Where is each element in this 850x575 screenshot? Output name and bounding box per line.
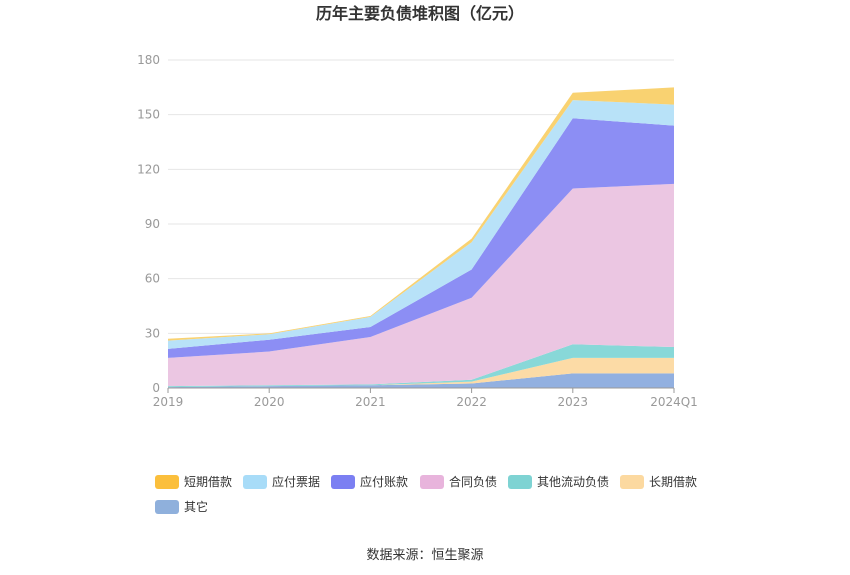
legend-swatch [243, 475, 267, 489]
x-tick-label: 2021 [355, 395, 386, 409]
legend-swatch [620, 475, 644, 489]
y-tick-label: 30 [145, 326, 160, 340]
y-tick-label: 60 [145, 272, 160, 286]
area-长期借款 [168, 357, 674, 388]
legend-label: 其他流动负债 [537, 475, 609, 489]
x-tick-label: 2019 [153, 395, 184, 409]
area-应付账款 [168, 118, 674, 358]
legend-swatch [420, 475, 444, 489]
legend-label: 合同负债 [449, 474, 497, 489]
legend-swatch [155, 500, 179, 514]
area-合同负债 [168, 183, 674, 387]
legend-swatch [331, 475, 355, 489]
x-tick-label: 2020 [254, 395, 285, 409]
area-其他流动负债 [168, 344, 674, 388]
y-tick-label: 180 [137, 53, 160, 67]
legend-swatch [155, 475, 179, 489]
chart-title: 历年主要负债堆积图（亿元） [316, 4, 524, 23]
x-tick-label: 2023 [558, 395, 589, 409]
area-其它 [168, 373, 674, 388]
legend-swatch [508, 475, 532, 489]
y-tick-label: 90 [145, 217, 160, 231]
legend-label: 长期借款 [649, 475, 697, 489]
y-tick-label: 0 [152, 381, 160, 395]
legend-label: 应付账款 [360, 474, 408, 489]
data-source: 数据来源：恒生聚源 [366, 548, 483, 563]
x-tick-label: 2024Q1 [650, 395, 698, 409]
area-series [168, 87, 674, 388]
legend-label: 其它 [184, 499, 208, 514]
legend-label: 短期借款 [184, 475, 232, 489]
legend-label: 应付票据 [272, 474, 320, 489]
x-tick-label: 2022 [456, 395, 487, 409]
axes: 2019 2020 2021 2022 2023 2024Q1 [153, 387, 698, 409]
y-tick-label: 120 [137, 162, 160, 176]
y-tick-label: 150 [137, 108, 160, 122]
